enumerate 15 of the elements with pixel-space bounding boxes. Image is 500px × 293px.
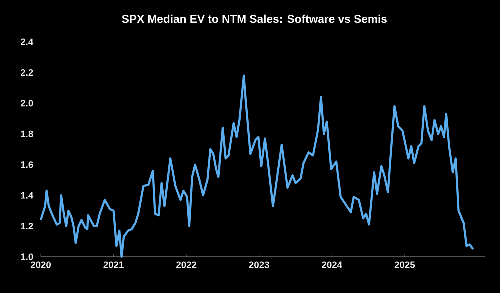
x-tick-label: 2020: [30, 262, 51, 268]
x-tick-label: 2023: [249, 262, 270, 268]
y-tick-label: 1.0: [21, 254, 34, 260]
y-tick-label: 1.6: [21, 162, 34, 168]
x-tick-label: 2024: [322, 262, 342, 268]
x-tick-label: 2021: [104, 262, 124, 268]
x-tick-label: 2022: [176, 262, 197, 268]
y-tick-label: 2.4: [20, 38, 34, 46]
chart-title: SPX Median EV to NTM Sales: Software vs Semis: [122, 14, 387, 24]
y-tick-label: 1.2: [21, 223, 34, 230]
y-tick-label: 1.4: [21, 192, 34, 199]
y-tick-label: 2.2: [20, 69, 34, 76]
y-tick-label: 1.8: [21, 130, 34, 138]
x-tick-label: 2025: [394, 262, 416, 268]
y-tick-label: 2.0: [20, 100, 34, 107]
